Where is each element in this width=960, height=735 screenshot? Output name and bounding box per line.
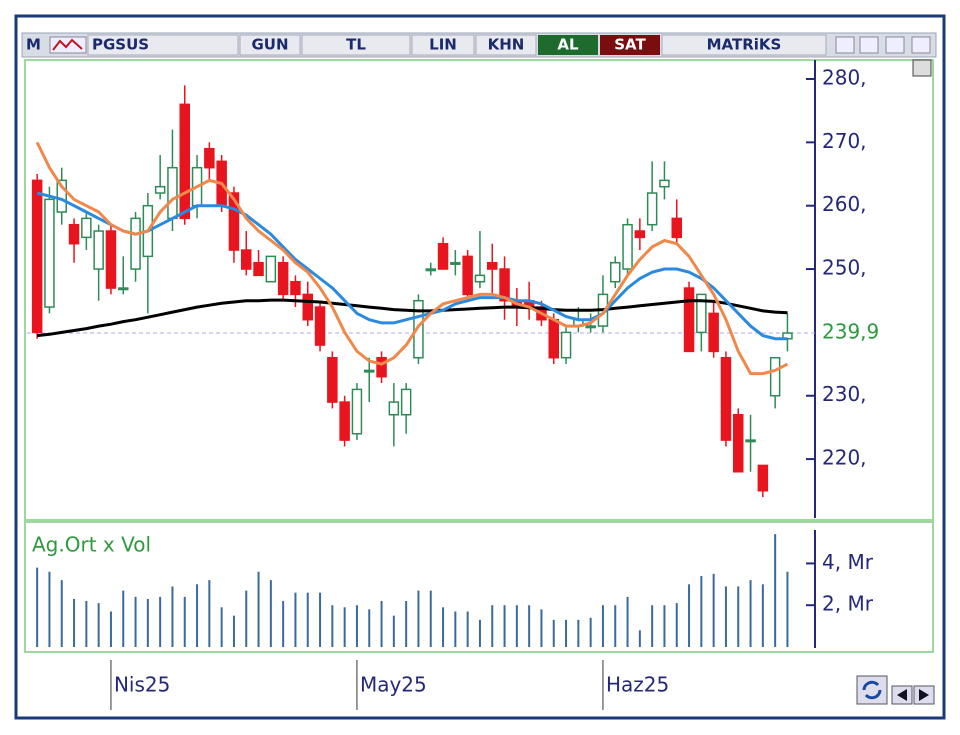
candle-body xyxy=(253,261,264,277)
window-buttons[interactable] xyxy=(835,36,931,54)
candle-body xyxy=(290,280,301,296)
y-tick-label: 220, xyxy=(822,446,867,470)
candle-body xyxy=(610,261,621,283)
nav-buttons[interactable] xyxy=(856,675,935,705)
symbol: PGSUS xyxy=(92,36,149,54)
scale: LIN xyxy=(429,36,457,54)
candle-body xyxy=(683,287,695,353)
candle-body xyxy=(560,331,572,359)
candle-body xyxy=(745,439,756,443)
candle-body xyxy=(228,192,240,251)
chart-icon xyxy=(49,36,87,54)
candle-body xyxy=(413,299,424,359)
candle-body xyxy=(339,401,350,441)
brand-box xyxy=(661,34,827,56)
y-tick-label: 230, xyxy=(822,382,867,406)
candle-body xyxy=(118,287,129,291)
candle-body xyxy=(720,356,732,441)
period-button[interactable] xyxy=(239,34,301,56)
candle-body xyxy=(499,268,510,302)
moving-average xyxy=(36,191,788,341)
candle-body xyxy=(44,198,55,308)
candle-body xyxy=(277,261,289,296)
candle-body xyxy=(585,325,596,329)
buy-button[interactable] xyxy=(538,35,598,55)
candle-body xyxy=(733,413,744,473)
candle-body xyxy=(646,192,658,226)
candle-body xyxy=(31,179,43,334)
y-tick-label: 270, xyxy=(822,129,867,153)
candle-body xyxy=(154,185,166,194)
candle-body xyxy=(302,293,313,321)
candle-body xyxy=(351,388,363,435)
candle-body xyxy=(474,274,486,283)
symbol-field[interactable] xyxy=(87,34,239,56)
sell-button[interactable] xyxy=(600,35,660,55)
candle-body xyxy=(696,293,707,334)
candle-body xyxy=(204,147,215,169)
candle-body xyxy=(400,388,412,416)
candle-body xyxy=(68,223,80,245)
candle-body xyxy=(81,217,92,239)
y-tick-label: 280, xyxy=(822,66,867,90)
candle-body xyxy=(327,356,338,403)
moving-average xyxy=(36,298,788,338)
candle-body xyxy=(487,261,498,270)
candle-body xyxy=(179,103,190,220)
x-tick-label: Nis25 xyxy=(114,673,170,697)
candle-body xyxy=(450,261,461,265)
candle-body xyxy=(314,306,326,346)
candle-body xyxy=(769,356,781,397)
currency: TL xyxy=(346,36,366,54)
candle-body xyxy=(622,223,633,270)
candle-body xyxy=(56,179,67,213)
candle-body xyxy=(93,230,104,270)
sell: SAT xyxy=(614,36,646,54)
scale-button[interactable] xyxy=(411,34,475,56)
candle-body xyxy=(241,249,252,270)
panel-button[interactable] xyxy=(912,59,932,77)
x-tick-label: May25 xyxy=(360,673,427,697)
y-tick-label: 260, xyxy=(822,192,867,216)
mode: KHN xyxy=(488,36,525,54)
candle-body xyxy=(757,464,769,492)
candle-body xyxy=(634,230,646,239)
mode-button[interactable] xyxy=(475,34,537,56)
volume-tick-label: 2, Mr xyxy=(822,592,874,616)
candle-body xyxy=(548,318,559,359)
volume-title: Ag.Ort x Vol xyxy=(32,533,151,557)
last-price-label: 239,9 xyxy=(822,320,879,344)
candle-body xyxy=(167,166,178,220)
candle-body xyxy=(462,255,473,296)
candle-body xyxy=(437,242,449,270)
candle-body xyxy=(130,217,141,270)
period: GUN xyxy=(251,36,288,54)
y-tick-label: 250, xyxy=(822,256,867,280)
candle-body xyxy=(388,401,400,416)
x-tick-label: Haz25 xyxy=(606,673,669,697)
moving-average xyxy=(35,141,789,376)
candle-body xyxy=(265,255,277,283)
candle-body xyxy=(376,356,387,378)
candle-body xyxy=(105,230,117,289)
candle-body xyxy=(364,369,375,373)
price-panel xyxy=(24,59,934,521)
volume-tick-label: 4, Mr xyxy=(822,550,874,574)
logo: M xyxy=(26,36,41,54)
brand: MATRiKS xyxy=(707,36,782,54)
candle-body xyxy=(671,217,682,239)
candle-body xyxy=(425,268,436,272)
candle-body xyxy=(708,312,719,353)
currency-button[interactable] xyxy=(301,34,411,56)
candle-body xyxy=(659,179,670,188)
buy: AL xyxy=(557,36,579,54)
